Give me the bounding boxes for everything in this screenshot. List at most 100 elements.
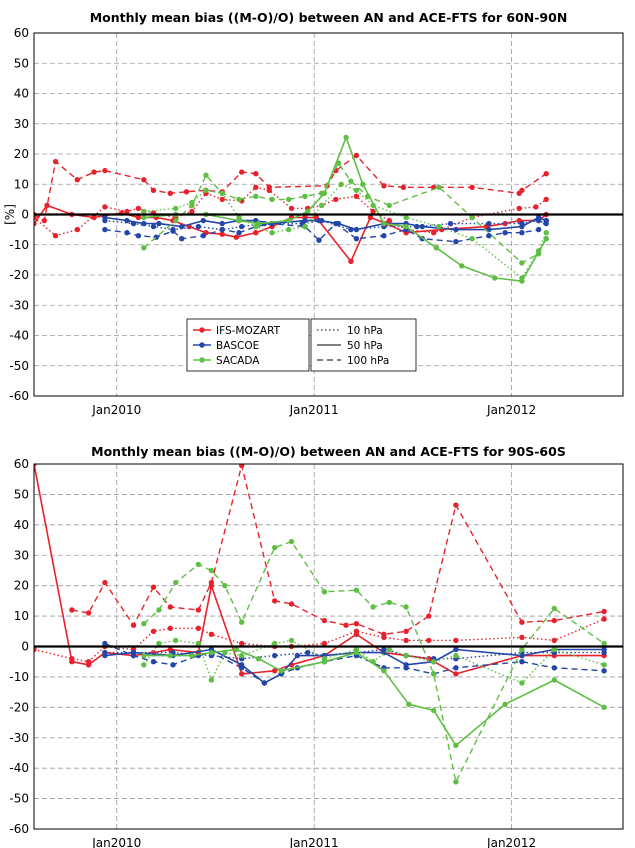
data-point-sacada <box>203 172 209 178</box>
data-point-ifs <box>69 656 75 662</box>
legend-swatch-marker <box>199 342 205 348</box>
data-point-bascoe <box>551 665 557 671</box>
data-point-sacada <box>286 226 292 233</box>
data-point-ifs <box>453 637 459 644</box>
data-point-sacada <box>319 202 325 209</box>
data-point-ifs <box>52 158 59 165</box>
data-point-sacada <box>203 187 209 193</box>
data-point-sacada <box>269 196 275 203</box>
data-point-sacada <box>253 223 259 230</box>
data-point-sacada <box>601 662 607 668</box>
data-point-sacada <box>239 652 245 659</box>
data-point-bascoe <box>381 646 387 653</box>
data-point-ifs <box>135 214 142 221</box>
data-point-ifs <box>601 608 607 615</box>
data-point-ifs <box>543 196 549 203</box>
data-point-sacada <box>272 544 278 551</box>
data-point-bascoe <box>453 646 459 653</box>
data-point-sacada <box>353 187 360 193</box>
y-tick-label: 20 <box>14 147 29 161</box>
y-tick-label: 30 <box>14 117 29 131</box>
y-tick-label: -60 <box>9 822 29 836</box>
series-line-sacada-10hPa <box>143 183 547 279</box>
data-point-sacada <box>141 245 147 251</box>
data-point-ifs <box>34 464 37 467</box>
data-point-ifs <box>601 616 607 622</box>
data-point-bascoe <box>150 659 157 665</box>
data-point-bascoe <box>130 649 137 656</box>
data-point-sacada <box>141 208 147 215</box>
data-point-ifs <box>551 637 557 644</box>
data-point-sacada <box>208 567 215 574</box>
y-tick-label: -60 <box>9 389 29 403</box>
y-tick-label: -30 <box>9 731 29 745</box>
x-tick-label: Jan2012 <box>486 403 536 417</box>
data-point-sacada <box>286 196 292 203</box>
chart-legend: IFS-MOZART BASCOE SACADA 10 hPa 50 hPa 100 hP… <box>186 318 417 372</box>
data-point-ifs <box>219 196 225 203</box>
data-point-sacada <box>502 701 508 707</box>
legend-swatch-marker <box>199 357 205 363</box>
data-point-ifs <box>208 631 215 637</box>
data-point-ifs <box>150 584 157 590</box>
data-point-sacada <box>321 589 328 595</box>
y-tick-label: -30 <box>9 298 29 312</box>
data-point-ifs <box>502 220 508 227</box>
data-point-ifs <box>141 177 147 183</box>
data-point-ifs <box>272 598 278 604</box>
data-point-sacada <box>236 214 242 221</box>
data-point-sacada <box>535 248 542 254</box>
data-point-sacada <box>403 223 409 230</box>
legend-swatch-marker <box>199 327 205 333</box>
data-point-sacada <box>551 605 557 612</box>
data-point-sacada <box>492 275 498 281</box>
data-point-sacada <box>365 193 371 199</box>
data-point-sacada <box>436 223 442 230</box>
data-point-ifs <box>353 628 360 634</box>
x-tick-label: Jan2012 <box>486 836 536 848</box>
data-point-sacada <box>469 236 475 242</box>
data-point-ifs <box>367 214 374 221</box>
data-point-ifs <box>102 204 108 210</box>
data-point-sacada <box>239 619 245 625</box>
data-point-bascoe <box>239 223 245 230</box>
data-point-ifs <box>167 625 173 631</box>
data-point-ifs <box>239 169 245 175</box>
data-point-sacada <box>403 652 409 659</box>
data-point-bascoe <box>486 233 492 239</box>
y-tick-label: 0 <box>21 208 29 222</box>
data-point-sacada <box>551 646 557 653</box>
data-point-bascoe <box>195 223 202 230</box>
legend-entry-label: BASCOE <box>216 340 259 352</box>
data-point-sacada <box>156 607 162 613</box>
data-point-bascoe <box>447 220 454 227</box>
data-point-bascoe <box>124 230 130 236</box>
data-point-sacada <box>141 662 147 668</box>
data-point-sacada <box>459 263 465 269</box>
data-point-sacada <box>156 640 162 647</box>
data-point-bascoe <box>124 217 130 224</box>
data-point-bascoe <box>316 237 322 243</box>
data-point-ifs <box>272 668 278 674</box>
data-point-bascoe <box>601 649 607 656</box>
data-point-bascoe <box>453 665 459 671</box>
data-point-bascoe <box>519 659 525 665</box>
data-point-sacada <box>338 181 344 187</box>
data-point-bascoe <box>156 220 162 227</box>
data-point-bascoe <box>319 217 325 224</box>
data-point-ifs <box>34 220 37 227</box>
data-point-ifs <box>288 601 295 607</box>
data-point-sacada <box>360 181 366 187</box>
data-point-bascoe <box>601 668 607 674</box>
data-point-sacada <box>319 190 325 196</box>
data-point-ifs <box>41 217 47 224</box>
data-point-bascoe <box>305 649 311 656</box>
y-tick-label: -50 <box>9 359 29 373</box>
x-tick-label: Jan2011 <box>289 836 339 848</box>
legend-level-label: 100 hPa <box>347 355 389 367</box>
data-point-sacada <box>353 587 360 593</box>
data-point-ifs <box>253 184 259 190</box>
data-point-ifs <box>167 604 173 610</box>
y-tick-label: -50 <box>9 792 29 806</box>
data-point-sacada <box>288 637 295 644</box>
